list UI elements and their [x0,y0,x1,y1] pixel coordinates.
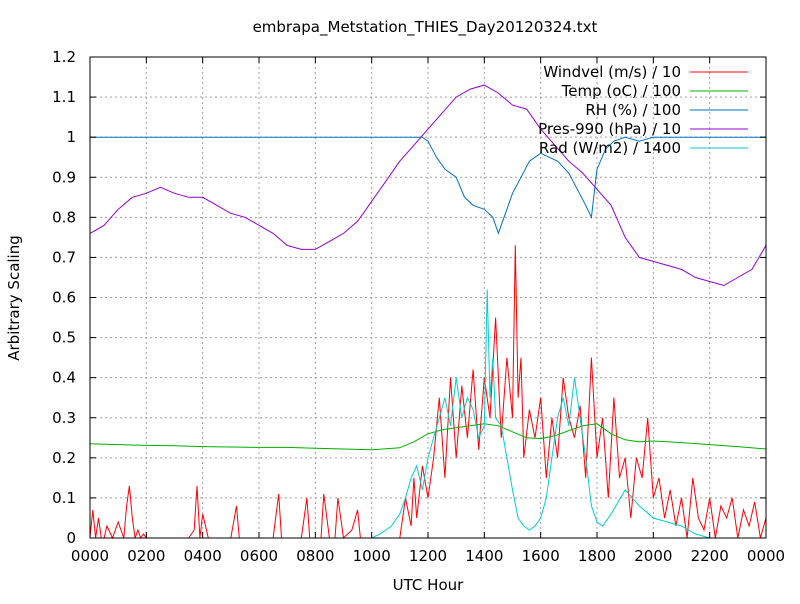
legend-label-4: Rad (W/m2) / 1400 [539,139,681,157]
x-tick-label: 0400 [184,547,222,565]
y-tick-label: 0.1 [52,489,76,507]
chart-title: embrapa_Metstation_THIES_Day20120324.txt [253,18,598,37]
y-tick-label: 1 [66,128,76,146]
series-line-2 [90,136,766,235]
x-tick-label: 0800 [296,547,334,565]
y-tick-label: 0.2 [52,449,76,467]
y-tick-label: 0.5 [52,329,76,347]
y-tick-label: 0.9 [52,168,76,186]
y-axis-label: Arbitrary Scaling [5,235,23,361]
y-tick-label: 0.8 [52,208,76,226]
y-tick-label: 0 [66,529,76,547]
y-tick-label: 0.4 [52,369,76,387]
x-tick-label: 0600 [240,547,278,565]
x-tick-label: 1000 [353,547,391,565]
ticks: 0000 0200 0400 0600 0800 1000 1200 1400 1600 1800… [52,48,785,565]
x-tick-label: 1600 [522,547,560,565]
x-tick-label: 1200 [409,547,447,565]
x-tick-label: 0000 [747,547,785,565]
x-tick-label: 0200 [127,547,165,565]
legend-label-0: Windvel (m/s) / 10 [543,63,681,81]
x-tick-label: 1800 [578,547,616,565]
series-line-4 [90,289,766,539]
y-tick-label: 0.6 [52,289,76,307]
series-line-3 [89,84,767,287]
y-tick-label: 0.7 [52,248,76,266]
legend-label-2: RH (%) / 100 [585,101,681,119]
x-tick-label: 2200 [691,547,729,565]
y-tick-label: 0.3 [52,409,76,427]
x-tick-label: 0000 [71,547,109,565]
x-tick-label: 1400 [465,547,503,565]
y-tick-label: 1.1 [52,88,76,106]
legend-label-1: Temp (oC) / 100 [561,82,681,100]
series-layer [89,84,767,540]
x-axis-label: UTC Hour [393,576,464,594]
y-tick-label: 1.2 [52,48,76,66]
legend-label-3: Pres-990 (hPa) / 10 [538,120,681,138]
x-tick-label: 2000 [634,547,672,565]
